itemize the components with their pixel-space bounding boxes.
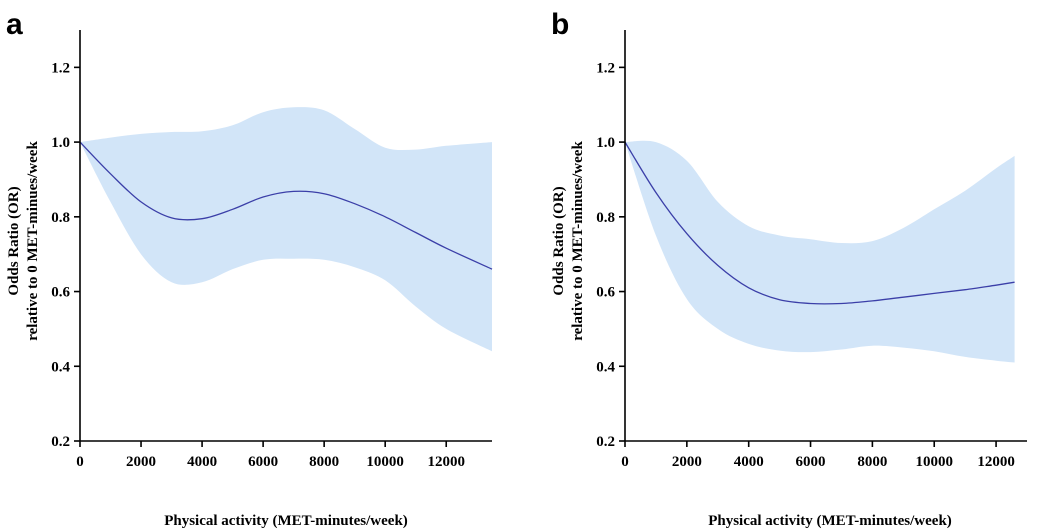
y-tick-label: 1.2 — [51, 60, 70, 76]
x-tick-label: 10000 — [366, 454, 404, 470]
panel-b-y-axis-title-line2: relative to 0 MET-minues/week — [570, 141, 586, 341]
x-tick-label: 8000 — [857, 454, 887, 470]
x-tick-label: 6000 — [248, 454, 278, 470]
x-tick-label: 2000 — [126, 454, 156, 470]
y-tick-label: 0.8 — [596, 210, 615, 226]
panel-b-y-axis-title-line1: Odds Ratio (OR) — [551, 186, 567, 295]
panel-a-x-ticks: 0 2000 4000 6000 8000 10000 12000 — [76, 441, 465, 470]
y-tick-label: 0.2 — [596, 434, 615, 450]
panel-a-letter: a — [6, 8, 23, 41]
panel-b-x-ticks: 0 2000 4000 6000 8000 10000 12000 — [621, 441, 1015, 470]
y-tick-label: 0.4 — [51, 359, 70, 375]
x-tick-label: 10000 — [915, 454, 953, 470]
x-tick-label: 4000 — [187, 454, 217, 470]
panel-b-y-ticks: 0.2 0.4 0.6 0.8 1.0 1.2 — [596, 60, 625, 450]
y-tick-label: 0.6 — [596, 285, 615, 301]
panel-b-or-line — [624, 141, 1015, 305]
panel-a-x-axis-title: Physical activity (MET-minutes/week) — [164, 513, 408, 529]
x-tick-label: 12000 — [977, 454, 1015, 470]
panel-b: b 0.2 0.4 0.6 0.8 1.0 1.2 0 2000 4000 6000 8000 10… — [551, 8, 1027, 529]
panel-a: a 0.2 0.4 0.6 0.8 1.0 1.2 0 2000 4000 6000 8000 10… — [6, 8, 493, 529]
y-tick-label: 1.0 — [51, 135, 70, 151]
panel-a-ci-band — [80, 107, 492, 352]
y-tick-label: 0.2 — [51, 434, 70, 450]
panel-b-letter: b — [551, 8, 569, 41]
x-tick-label: 2000 — [672, 454, 702, 470]
y-tick-label: 0.4 — [596, 359, 615, 375]
panel-a-y-axis-title-line1: Odds Ratio (OR) — [6, 186, 22, 295]
x-tick-label: 0 — [621, 454, 629, 470]
panel-b-ci-band — [625, 140, 1015, 363]
x-tick-label: 6000 — [796, 454, 826, 470]
y-tick-label: 1.2 — [596, 60, 615, 76]
panel-b-x-axis-title: Physical activity (MET-minutes/week) — [708, 513, 952, 529]
panel-a-y-ticks: 0.2 0.4 0.6 0.8 1.0 1.2 — [51, 60, 80, 450]
x-tick-label: 4000 — [734, 454, 764, 470]
x-tick-label: 0 — [76, 454, 84, 470]
y-tick-label: 1.0 — [596, 135, 615, 151]
panel-a-y-axis-title-line2: relative to 0 MET-minues/week — [25, 141, 41, 341]
y-tick-label: 0.8 — [51, 210, 70, 226]
x-tick-label: 12000 — [427, 454, 465, 470]
x-tick-label: 8000 — [309, 454, 339, 470]
y-tick-label: 0.6 — [51, 285, 70, 301]
panel-a-or-line — [79, 141, 493, 270]
